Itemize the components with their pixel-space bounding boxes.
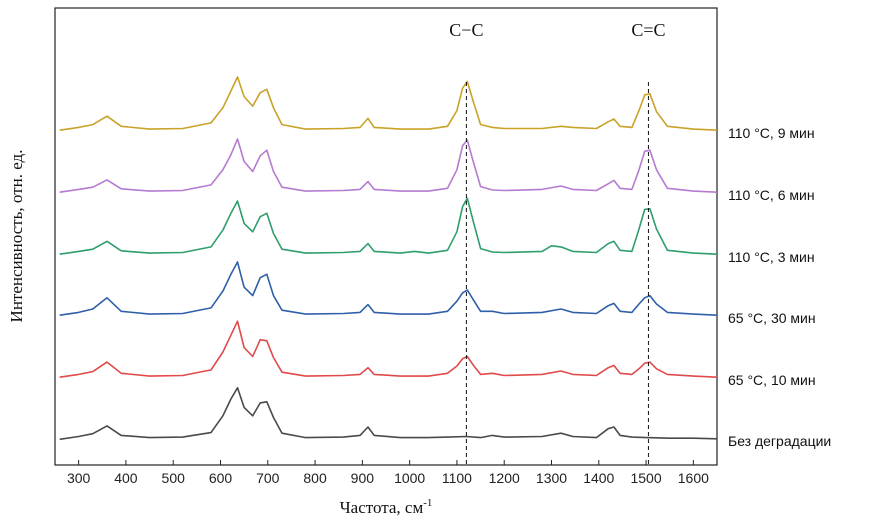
x-tick-label-400: 400	[114, 470, 138, 486]
marker-label-0: C−C	[449, 20, 483, 40]
marker-layer: C−C C=C	[449, 20, 666, 465]
x-axis-ticks: 300 400 500 600 700 800 900 1000 1100 1200 1300 140…	[67, 460, 709, 486]
x-tick-label-1000: 1000	[394, 470, 425, 486]
series-line-1	[59, 138, 718, 193]
series-label-5: Без деградации	[728, 433, 831, 449]
series-line-4	[59, 320, 718, 378]
x-tick-label-1200: 1200	[489, 470, 520, 486]
series-line-2	[59, 197, 718, 255]
x-tick-label-300: 300	[67, 470, 91, 486]
series-label-layer: 110 °C, 9 мин 110 °C, 6 мин 110 °C, 3 мин 6…	[728, 125, 831, 449]
x-tick-label-500: 500	[162, 470, 186, 486]
series-line-3	[59, 261, 718, 316]
x-tick-label-1100: 1100	[442, 470, 472, 486]
x-tick-label-1500: 1500	[630, 470, 661, 486]
x-tick-label-800: 800	[303, 470, 327, 486]
x-tick-label-1400: 1400	[583, 470, 614, 486]
series-line-0	[59, 76, 718, 131]
x-tick-label-900: 900	[351, 470, 375, 486]
series-label-0: 110 °C, 9 мин	[728, 125, 815, 141]
y-axis-title: Интенсивность, отн. ед.	[7, 150, 26, 323]
x-tick-label-1300: 1300	[536, 470, 567, 486]
x-axis-title: Частота, см-1	[340, 497, 433, 517]
x-tick-label-1600: 1600	[678, 470, 709, 486]
series-line-5	[59, 387, 718, 441]
series-layer	[59, 76, 718, 441]
series-label-1: 110 °C, 6 мин	[728, 187, 815, 203]
series-label-4: 65 °C, 10 мин	[728, 372, 816, 388]
x-tick-label-700: 700	[256, 470, 280, 486]
series-label-3: 65 °C, 30 мин	[728, 310, 816, 326]
marker-label-1: C=C	[631, 20, 665, 40]
series-label-2: 110 °C, 3 мин	[728, 249, 815, 265]
plot-frame	[54, 7, 718, 466]
x-tick-label-600: 600	[209, 470, 233, 486]
